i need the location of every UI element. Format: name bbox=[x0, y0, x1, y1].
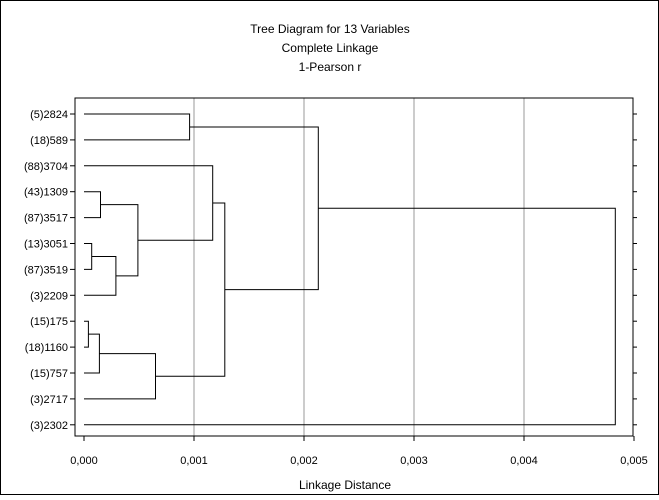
x-tick-label: 0,003 bbox=[400, 455, 428, 467]
x-tick-label: 0,004 bbox=[510, 455, 538, 467]
leaf-label: (3)2209 bbox=[30, 290, 68, 302]
leaf-label: (3)2717 bbox=[30, 394, 68, 406]
leaf-label: (18)589 bbox=[30, 135, 68, 147]
leaf-label: (15)757 bbox=[30, 368, 68, 380]
x-tick-label: 0,005 bbox=[620, 455, 648, 467]
leaf-label: (18)1160 bbox=[25, 342, 68, 354]
dendrogram-links bbox=[84, 113, 616, 426]
x-axis-labels: 0,000 0,001 0,002 0,003 0,004 0,005 bbox=[70, 455, 648, 467]
leaf-label: (87)3519 bbox=[24, 264, 68, 276]
leaf-label: (87)3517 bbox=[24, 213, 68, 225]
y-axis-labels: (5)2824 (18)589 (88)3704 (43)1309 (87)3517 (1… bbox=[24, 109, 68, 432]
y-axis-ticks bbox=[70, 113, 637, 426]
x-tick-label: 0,002 bbox=[290, 455, 318, 467]
leaf-label: (3)2302 bbox=[30, 420, 68, 432]
leaf-label: (13)3051 bbox=[24, 239, 68, 251]
chart-title: Tree Diagram for 13 Variables bbox=[250, 22, 409, 36]
x-axis-title: Linkage Distance bbox=[299, 478, 391, 492]
plot-area-frame bbox=[74, 97, 634, 437]
leaf-label: (88)3704 bbox=[24, 161, 68, 173]
x-tick-label: 0,000 bbox=[70, 455, 98, 467]
leaf-label: (5)2824 bbox=[30, 109, 68, 121]
leaf-label: (15)175 bbox=[30, 316, 68, 328]
x-tick-label: 0,001 bbox=[180, 455, 208, 467]
chart-subtitle-line-2: 1-Pearson r bbox=[299, 60, 362, 74]
chart-subtitle-line-1: Complete Linkage bbox=[282, 41, 379, 55]
grid-lines bbox=[193, 98, 525, 436]
leaf-label: (43)1309 bbox=[24, 187, 68, 199]
x-axis-ticks bbox=[83, 436, 635, 441]
merge-link bbox=[84, 207, 616, 426]
